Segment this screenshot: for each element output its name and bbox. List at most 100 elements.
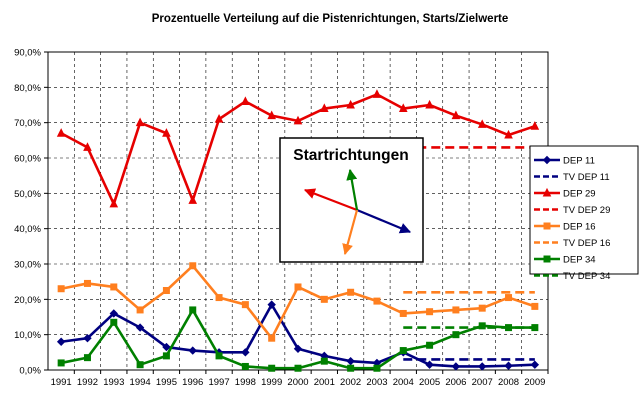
- point-dep-16: [452, 306, 460, 314]
- point-dep-16: [268, 334, 276, 342]
- arrow-east-southeast: [356, 208, 412, 234]
- legend-item-dep-16: DEP 16: [534, 222, 596, 233]
- point-dep-11: [293, 344, 303, 354]
- point-dep-16: [189, 262, 197, 270]
- point-dep-34: [373, 364, 381, 372]
- legend-item-tv-dep-34: TV DEP 34: [534, 271, 610, 282]
- point-dep-29: [188, 195, 198, 204]
- point-dep-11: [162, 342, 171, 352]
- point-dep-34: [110, 318, 118, 326]
- point-dep-34: [57, 359, 65, 367]
- x-tick-label: 2009: [524, 377, 545, 388]
- y-tick-label: 10,0%: [14, 330, 41, 341]
- point-dep-11: [109, 309, 118, 318]
- point-dep-29: [320, 103, 329, 113]
- point-dep-16: [426, 308, 434, 316]
- startrichtungen-annotation: Startrichtungen: [279, 137, 424, 263]
- point-dep-34: [215, 352, 223, 360]
- x-tick-label: 2007: [472, 377, 493, 388]
- legend-item-dep-34: DEP 34: [534, 255, 596, 266]
- x-tick-label: 1997: [208, 377, 229, 388]
- x-tick-label: 2008: [498, 377, 519, 388]
- point-dep-16: [162, 287, 170, 294]
- y-tick-label: 90,0%: [14, 48, 41, 59]
- point-dep-34: [347, 364, 355, 372]
- point-dep-11: [451, 362, 461, 371]
- point-dep-29: [372, 89, 382, 98]
- point-dep-16: [505, 294, 513, 302]
- legend-marker: [542, 187, 552, 197]
- legend-marker: [543, 255, 551, 263]
- point-dep-29: [451, 110, 461, 120]
- x-tick-label: 2004: [393, 377, 414, 388]
- point-dep-29: [56, 128, 66, 137]
- point-dep-29: [109, 198, 119, 208]
- point-dep-29: [504, 129, 513, 139]
- point-dep-16: [294, 283, 302, 291]
- point-dep-29: [214, 114, 224, 123]
- point-dep-29: [477, 119, 487, 128]
- point-dep-16: [399, 309, 407, 317]
- point-dep-16: [215, 294, 223, 302]
- legend-label: DEP 34: [563, 255, 596, 266]
- x-tick-label: 2006: [445, 377, 466, 388]
- point-dep-29: [425, 99, 434, 109]
- legend-label: TV DEP 16: [563, 238, 610, 249]
- point-dep-29: [346, 99, 355, 109]
- point-dep-29: [83, 142, 92, 151]
- point-dep-11: [530, 360, 540, 369]
- point-dep-11: [425, 360, 434, 369]
- legend-marker: [543, 222, 551, 230]
- x-tick-label: 1999: [261, 377, 282, 388]
- point-dep-29: [293, 115, 303, 125]
- arrow-south-southwest: [342, 209, 359, 256]
- point-dep-16: [57, 285, 65, 293]
- legend-label: DEP 11: [563, 156, 595, 167]
- x-tick-label: 1995: [156, 377, 177, 388]
- point-dep-34: [399, 347, 407, 355]
- point-dep-34: [531, 324, 539, 332]
- point-dep-34: [136, 361, 144, 369]
- point-dep-34: [268, 364, 276, 372]
- point-dep-16: [347, 288, 355, 296]
- legend-label: DEP 29: [563, 189, 596, 200]
- point-dep-34: [162, 352, 170, 360]
- point-dep-29: [398, 103, 408, 113]
- annotation-title: Startrichtungen: [293, 147, 408, 164]
- y-tick-label: 60,0%: [14, 154, 41, 165]
- y-tick-label: 30,0%: [14, 260, 41, 271]
- series-layer: [56, 89, 540, 372]
- point-dep-11: [241, 348, 250, 357]
- point-dep-11: [267, 300, 276, 309]
- point-dep-11: [346, 356, 355, 366]
- axes: 0,0% 10,0% 20,0% 30,0% 40,0% 50,0% 60,0% 70,0% 8…: [14, 48, 549, 388]
- legend-label: DEP 16: [563, 222, 596, 233]
- y-tick-label: 0,0%: [19, 366, 41, 377]
- x-tick-label: 2005: [419, 377, 440, 388]
- point-dep-16: [320, 295, 328, 303]
- point-dep-16: [373, 297, 381, 305]
- point-dep-16: [531, 302, 539, 310]
- y-tick-label: 50,0%: [14, 189, 41, 200]
- point-dep-29: [267, 110, 276, 120]
- y-tick-label: 80,0%: [14, 83, 41, 94]
- point-dep-16: [83, 279, 91, 287]
- x-tick-label: 2000: [287, 377, 308, 388]
- legend-item-tv-dep-16: TV DEP 16: [534, 238, 610, 249]
- x-tick-label: 1991: [51, 377, 72, 388]
- point-dep-29: [135, 117, 145, 127]
- arrow-north-northeast: [346, 168, 359, 211]
- point-dep-34: [505, 324, 513, 332]
- point-dep-29: [241, 96, 250, 105]
- point-dep-11: [478, 362, 487, 371]
- legend-item-dep-11: DEP 11: [534, 156, 595, 167]
- x-tick-label: 2001: [314, 377, 335, 388]
- annotation-box: [279, 137, 424, 263]
- legend-item-dep-29: DEP 29: [534, 187, 596, 200]
- point-dep-34: [189, 306, 197, 314]
- legend-label: TV DEP 11: [563, 172, 610, 183]
- point-dep-29: [162, 128, 171, 137]
- point-dep-34: [478, 322, 486, 330]
- x-tick-label: 1994: [130, 377, 151, 388]
